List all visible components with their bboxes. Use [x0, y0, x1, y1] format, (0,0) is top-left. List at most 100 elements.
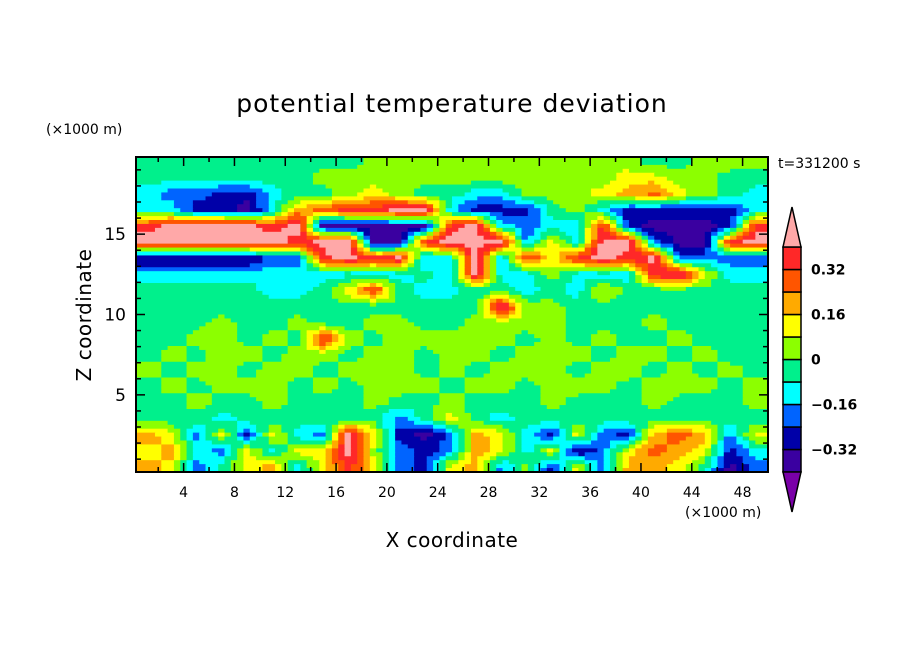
contour-cell	[616, 220, 624, 225]
contour-cell	[597, 239, 605, 245]
contour-cell	[192, 448, 213, 453]
contour-cell	[243, 452, 251, 457]
contour-cell	[565, 255, 579, 260]
contour-cell	[136, 231, 301, 237]
contour-cell	[382, 432, 390, 438]
contour-cell	[382, 460, 390, 465]
contour-cell	[521, 314, 567, 320]
contour-cell	[294, 377, 314, 383]
contour-cell	[452, 452, 459, 457]
contour-cell	[502, 460, 510, 465]
contour-cell	[591, 468, 598, 473]
contour-cell	[521, 227, 535, 233]
contour-cell	[369, 290, 377, 296]
contour-cell	[414, 448, 440, 453]
contour-cell	[395, 298, 478, 304]
contour-cell	[464, 405, 548, 410]
contour-cell	[439, 196, 453, 201]
contour-cell	[281, 204, 295, 209]
contour-cell	[433, 275, 453, 280]
contour-cell	[622, 231, 630, 237]
contour-cell	[319, 227, 327, 233]
contour-cell	[591, 188, 624, 194]
contour-cell	[647, 235, 655, 241]
contour-cell	[521, 196, 548, 201]
contour-cell	[338, 468, 346, 473]
contour-cell	[546, 448, 554, 453]
contour-cell	[489, 267, 497, 272]
contour-cell	[464, 444, 472, 449]
contour-cell	[711, 440, 719, 446]
contour-cell	[685, 436, 706, 442]
contour-cell	[666, 436, 687, 442]
contour-cell	[363, 448, 371, 453]
contour-cell	[616, 176, 668, 182]
contour-cell	[426, 346, 497, 351]
contour-cell	[496, 223, 516, 229]
contour-cell	[439, 385, 466, 390]
contour-cell	[477, 460, 485, 465]
contour-cell	[584, 279, 624, 284]
contour-cell	[395, 464, 415, 469]
contour-cell	[300, 251, 308, 257]
contour-cell	[711, 239, 719, 245]
contour-cell	[294, 464, 301, 469]
contour-cell	[376, 405, 434, 410]
contour-cell	[628, 432, 636, 438]
contour-cell	[338, 338, 346, 343]
contour-cell	[673, 192, 687, 197]
contour-cell	[736, 208, 750, 213]
contour-cell	[610, 452, 617, 457]
contour-cell	[521, 255, 542, 260]
contour-cell	[136, 318, 213, 323]
contour-cell	[635, 424, 649, 430]
contour-cell	[426, 436, 447, 442]
contour-cell	[136, 192, 162, 197]
contour-cell	[584, 468, 592, 473]
contour-cell	[344, 436, 352, 442]
contour-cell	[660, 251, 668, 257]
contour-cell	[325, 432, 333, 438]
contour-cell	[622, 216, 731, 221]
contour-cell	[477, 456, 491, 461]
contour-cell	[414, 412, 434, 418]
contour-cell	[395, 286, 415, 292]
contour-cell	[508, 452, 548, 457]
contour-cell	[205, 349, 263, 355]
contour-cell	[287, 326, 320, 331]
contour-cell	[502, 239, 510, 245]
contour-cell	[641, 318, 668, 323]
contour-cell	[692, 160, 769, 166]
contour-cell	[711, 279, 731, 284]
contour-cell	[249, 263, 301, 268]
contour-cell	[338, 385, 365, 390]
contour-cell	[647, 275, 662, 280]
contour-cell	[350, 251, 358, 257]
contour-cell	[414, 322, 466, 327]
contour-cell	[262, 208, 270, 213]
contour-cell	[306, 255, 314, 260]
contour-cell	[363, 389, 440, 394]
contour-cell	[331, 255, 358, 260]
contour-cell	[445, 204, 453, 209]
contour-cell	[591, 334, 617, 339]
contour-cell	[426, 239, 440, 245]
contour-cell	[237, 204, 251, 209]
contour-cell	[249, 420, 339, 426]
contour-cell	[306, 235, 320, 241]
contour-cell	[742, 385, 769, 390]
contour-cell	[730, 220, 737, 225]
contour-cell	[243, 428, 251, 434]
contour-cell	[483, 294, 491, 300]
contour-cell	[192, 460, 200, 465]
contour-cell	[578, 243, 586, 249]
contour-cell	[357, 436, 365, 442]
contour-cell	[218, 436, 226, 442]
contour-cell	[180, 428, 188, 434]
contour-cell	[470, 271, 478, 276]
contour-cell	[679, 259, 719, 264]
contour-cell	[249, 436, 257, 442]
contour-cell	[749, 452, 769, 457]
contour-cell	[401, 255, 409, 260]
contour-cell	[433, 349, 491, 355]
